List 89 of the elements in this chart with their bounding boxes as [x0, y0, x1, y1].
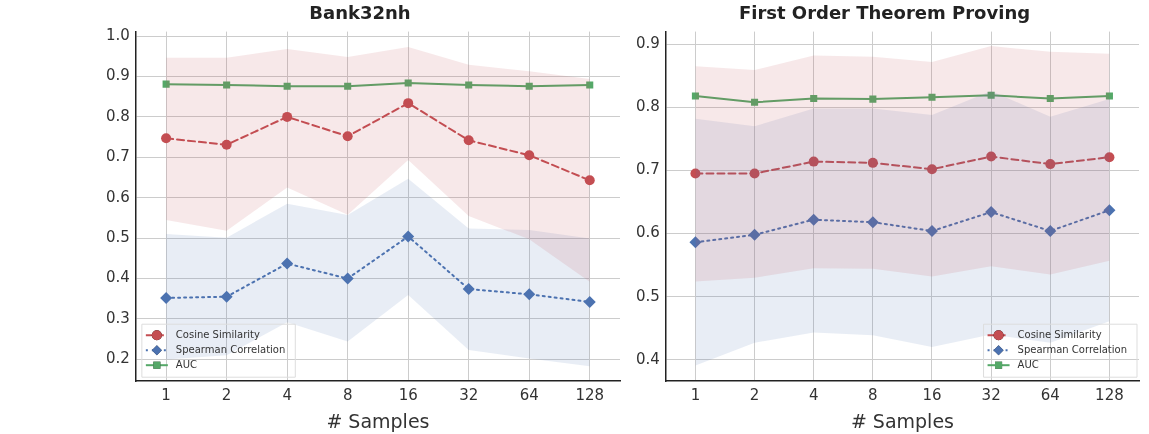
point: [749, 168, 760, 179]
point: [1046, 94, 1054, 103]
chart-title: Bank32nh: [309, 2, 411, 24]
x-tick-label: 16: [398, 386, 418, 405]
y-tick-label: 0.8: [636, 97, 660, 116]
x-tick-label: 32: [459, 386, 479, 405]
x-tick-label: 8: [342, 386, 353, 405]
y-tick-label: 0.5: [106, 228, 130, 247]
x-tick-label: 16: [922, 386, 942, 405]
y-tick-label: 0.4: [106, 268, 130, 287]
x-tick-label: 1: [161, 386, 171, 405]
point: [342, 131, 353, 142]
x-tick-label: 64: [519, 386, 539, 405]
x-tick-label: 2: [749, 386, 760, 405]
point: [1104, 152, 1115, 163]
chart-title: First Order Theorem Proving: [738, 2, 1031, 24]
point: [283, 82, 291, 90]
point: [525, 82, 533, 90]
legend-label: Spearman Correlation: [1017, 343, 1128, 355]
point: [462, 283, 475, 296]
x-tick-label: 32: [981, 386, 1001, 405]
point: [584, 175, 595, 186]
point: [220, 290, 233, 303]
x-tick-label: 4: [282, 386, 292, 405]
point: [404, 79, 412, 87]
legend-label: AUC: [1017, 358, 1039, 370]
point: [927, 164, 937, 175]
point: [748, 228, 761, 241]
point: [928, 93, 936, 101]
point: [282, 111, 293, 122]
point: [524, 150, 535, 161]
point: [1045, 159, 1056, 170]
y-tick-label: 0.8: [106, 106, 130, 125]
point: [1044, 225, 1057, 238]
point: [221, 139, 232, 150]
point: [586, 81, 594, 89]
point: [987, 91, 995, 99]
point: [751, 98, 759, 106]
y-tick-label: 0.2: [106, 349, 130, 368]
x-tick-label: 8: [868, 386, 878, 405]
y-tick-label: 0.6: [106, 187, 130, 206]
legend-label: Cosine Similarity: [175, 328, 260, 340]
point: [402, 230, 415, 243]
y-tick-label: 0.4: [636, 349, 660, 368]
point: [583, 295, 596, 308]
point: [985, 206, 998, 219]
x-axis-title: # Samples: [326, 409, 430, 432]
point: [223, 81, 231, 89]
point: [869, 95, 877, 103]
point: [691, 92, 699, 100]
y-tick-label: 1.0: [106, 25, 130, 44]
point: [281, 257, 294, 270]
point: [161, 133, 172, 144]
y-tick-label: 0.7: [106, 147, 130, 166]
y-tick-label: 0.7: [636, 160, 660, 179]
legend-label: AUC: [175, 358, 198, 370]
point: [341, 272, 354, 285]
point: [523, 288, 536, 301]
point: [986, 151, 997, 162]
x-tick-label: 128: [575, 386, 605, 405]
point: [808, 156, 819, 167]
y-tick-label: 0.9: [636, 34, 660, 53]
point: [1103, 204, 1116, 217]
point: [810, 94, 818, 103]
y-tick-label: 0.6: [636, 223, 660, 242]
point: [162, 80, 170, 88]
point: [463, 135, 474, 146]
y-tick-label: 0.9: [106, 66, 130, 85]
point: [465, 81, 473, 89]
legend-label: Cosine Similarity: [1017, 328, 1102, 340]
x-tick-label: 1: [690, 386, 701, 405]
point: [866, 216, 879, 229]
point: [926, 225, 938, 238]
legend-label: Spearman Correlation: [175, 343, 286, 355]
y-tick-label: 0.5: [636, 286, 660, 305]
point: [690, 168, 701, 179]
x-tick-label: 128: [1095, 386, 1124, 405]
point: [403, 98, 414, 109]
x-tick-label: 4: [808, 386, 819, 405]
point: [344, 82, 352, 90]
x-axis-title: # Samples: [850, 409, 954, 432]
point: [689, 236, 702, 249]
point: [807, 213, 820, 226]
point: [867, 157, 878, 168]
x-tick-label: 2: [221, 386, 232, 405]
point: [1105, 92, 1113, 100]
y-tick-label: 0.3: [106, 308, 130, 327]
point: [160, 291, 173, 304]
x-tick-label: 64: [1040, 386, 1060, 405]
